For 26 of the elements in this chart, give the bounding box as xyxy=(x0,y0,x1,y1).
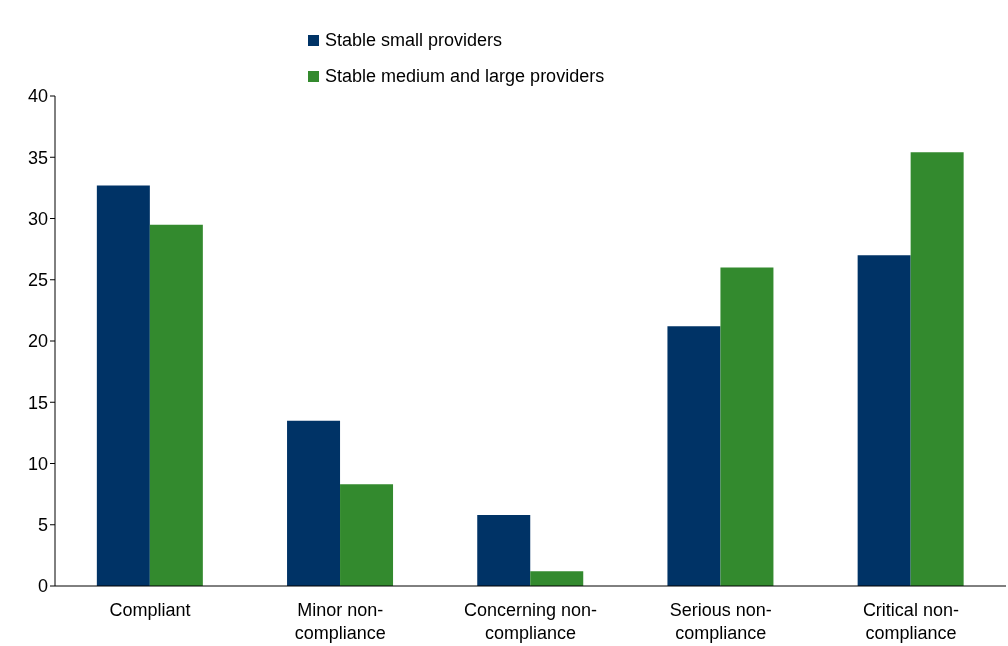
bar xyxy=(667,326,721,586)
y-tick-label: 35 xyxy=(27,147,48,168)
x-tick-label: Minor non-compliance xyxy=(294,600,386,643)
bar xyxy=(530,571,584,586)
y-tick-label: 15 xyxy=(27,392,48,413)
bar xyxy=(477,514,531,586)
bar xyxy=(857,255,911,586)
legend-label: Stable medium and large providers xyxy=(325,65,605,87)
y-tick-label: 0 xyxy=(37,576,48,597)
bar xyxy=(910,152,964,586)
y-tick-label: 40 xyxy=(27,86,48,107)
y-tick-label: 5 xyxy=(37,515,48,536)
y-tick-label: 25 xyxy=(27,270,48,291)
x-tick-label: Compliant xyxy=(109,600,191,620)
x-tick-label: Serious non-compliance xyxy=(669,600,772,643)
y-tick-label: 20 xyxy=(27,331,48,352)
legend-label: Stable small providers xyxy=(325,29,503,51)
bar xyxy=(340,484,394,586)
y-tick-label: 10 xyxy=(27,453,48,474)
bar xyxy=(149,224,203,586)
x-tick-label: Critical non-compliance xyxy=(862,600,959,643)
bar xyxy=(96,185,150,586)
x-tick-label: Concerning non-compliance xyxy=(463,600,598,643)
bar xyxy=(287,420,341,586)
y-tick-label: 30 xyxy=(27,208,48,229)
bar xyxy=(720,267,774,586)
